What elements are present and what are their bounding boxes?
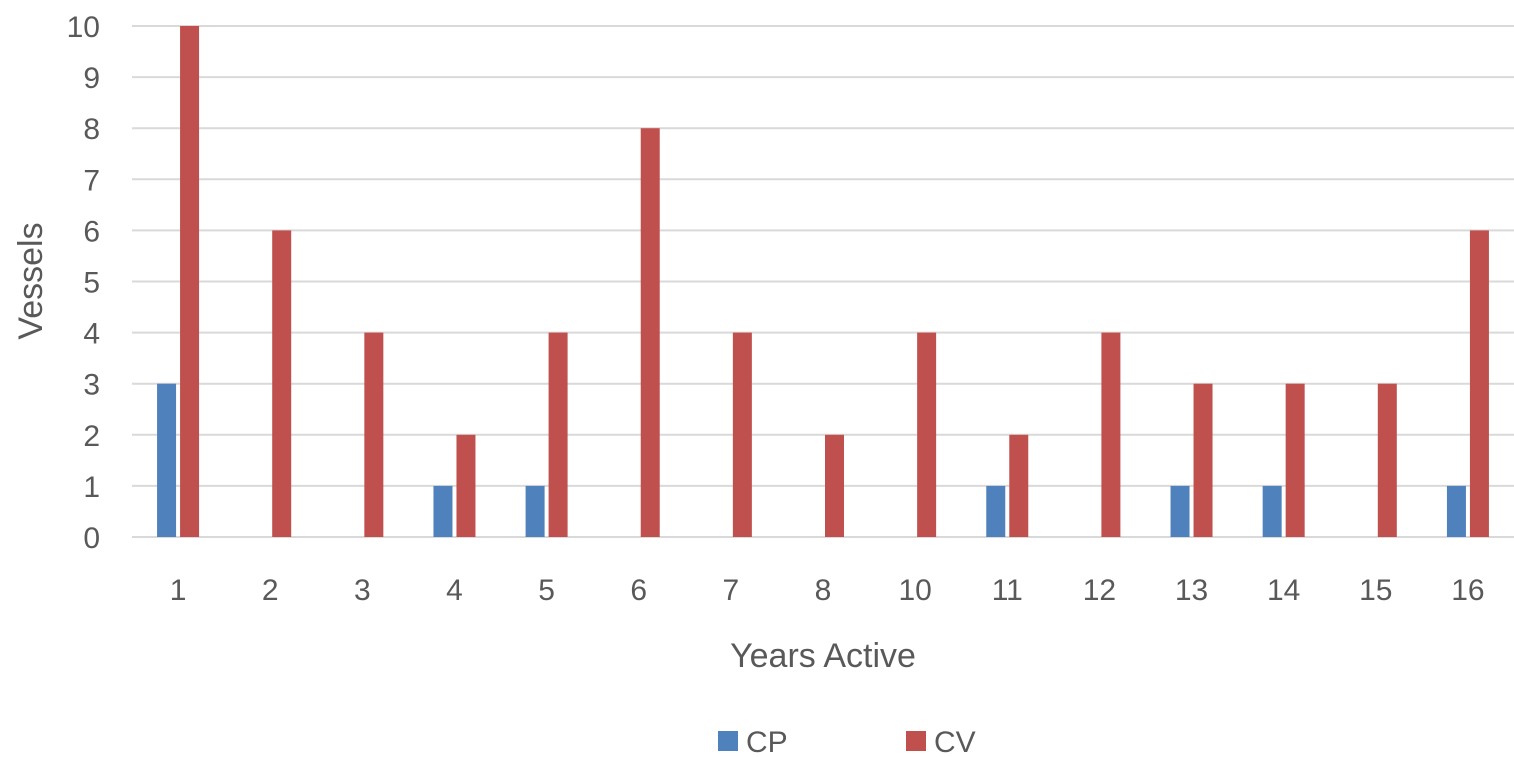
x-tick-label: 8 [815,574,832,607]
y-tick-label: 10 [67,11,100,44]
x-axis-title: Years Active [730,637,916,675]
y-axis-ticks: 0 1 2 3 4 5 6 7 8 9 10 [67,11,100,555]
bar-cv-1 [180,26,200,537]
y-tick-label: 2 [83,420,100,453]
legend-label: CV [934,726,976,757]
bar-cp-5 [525,485,545,537]
x-tick-label: 14 [1267,574,1300,607]
bar-cv-15 [1377,383,1397,537]
y-tick-label: 9 [83,62,100,95]
bar-cv-6 [640,128,660,537]
bar-cv-7 [732,332,752,537]
x-tick-label: 4 [446,574,463,607]
x-tick-label: 10 [898,574,931,607]
x-tick-label: 12 [1083,574,1116,607]
bar-cp-14 [1262,485,1282,537]
bar-cv-5 [548,332,568,537]
bars [157,26,1489,537]
x-tick-label: 1 [170,574,187,607]
x-tick-label: 7 [723,574,740,607]
x-tick-label: 13 [1175,574,1208,607]
bar-cp-1 [157,383,177,537]
y-tick-label: 0 [83,522,100,555]
bar-cp-13 [1170,485,1190,537]
bar-cp-4 [433,485,453,537]
y-tick-label: 4 [83,318,100,351]
bar-cv-16 [1469,230,1489,537]
x-tick-label: 6 [630,574,647,607]
bar-cv-4 [456,434,476,537]
bar-cv-2 [272,230,292,537]
y-tick-label: 7 [83,164,100,197]
legend-label: CP [746,726,788,757]
bar-cv-14 [1285,383,1305,537]
legend: CP CV [718,726,976,757]
y-tick-label: 6 [83,215,100,248]
x-tick-label: 16 [1451,574,1484,607]
x-tick-label: 3 [354,574,371,607]
legend-item-cv: CV [906,726,976,757]
x-axis-ticks: 1 2 3 4 5 6 7 8 10 11 12 13 14 15 16 [170,574,1485,607]
legend-swatch [906,731,926,751]
bar-cv-12 [1101,332,1121,537]
bar-cv-3 [364,332,384,537]
x-tick-label: 15 [1359,574,1392,607]
y-tick-label: 5 [83,267,100,300]
bar-cv-13 [1193,383,1213,537]
x-tick-label: 2 [262,574,279,607]
bar-cv-10 [917,332,937,537]
bar-cp-11 [986,485,1006,537]
y-tick-label: 8 [83,113,100,146]
y-axis-title: Vessels [12,222,50,339]
y-tick-label: 1 [83,471,100,504]
bar-cv-11 [1009,434,1029,537]
legend-swatch [718,731,738,751]
y-tick-label: 3 [83,369,100,402]
bar-cp-16 [1446,485,1466,537]
legend-item-cp: CP [718,726,788,757]
gridlines [132,25,1514,538]
bar-cv-8 [825,434,844,537]
x-tick-label: 5 [538,574,555,607]
x-tick-label: 11 [992,574,1023,607]
